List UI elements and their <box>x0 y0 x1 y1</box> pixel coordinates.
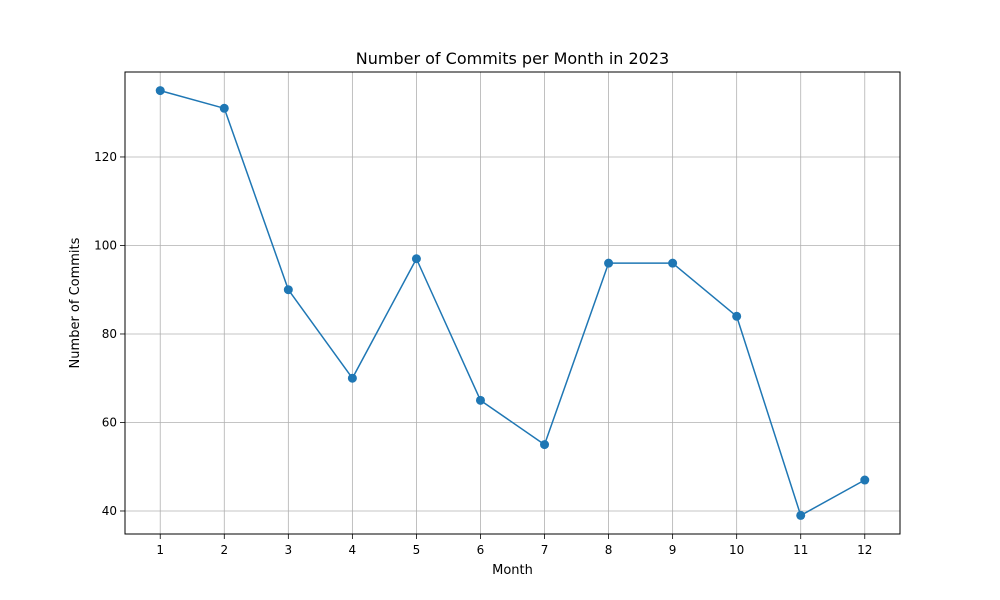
x-tick-label: 6 <box>477 543 485 557</box>
y-tick-label: 120 <box>94 150 117 164</box>
x-tick-label: 11 <box>793 543 808 557</box>
data-point <box>732 311 742 321</box>
grid-lines <box>125 72 900 534</box>
data-point <box>411 254 421 264</box>
data-point <box>796 510 806 520</box>
y-tick-label: 80 <box>102 327 117 341</box>
data-point <box>475 395 485 405</box>
y-tick-label: 40 <box>102 504 117 518</box>
x-tick-label: 7 <box>541 543 549 557</box>
x-tick-label: 10 <box>729 543 744 557</box>
data-point <box>155 86 165 96</box>
x-tick-label: 9 <box>669 543 677 557</box>
y-tick-label: 60 <box>102 415 117 429</box>
y-tick-label: 100 <box>94 238 117 252</box>
data-point <box>540 440 550 450</box>
x-tick-label: 2 <box>220 543 228 557</box>
x-tick-label: 4 <box>349 543 357 557</box>
plot-area-frame <box>124 71 901 535</box>
x-tick-label: 3 <box>285 543 293 557</box>
x-axis-label: Month <box>492 563 533 578</box>
data-point <box>860 475 870 485</box>
data-point <box>219 103 229 113</box>
data-point <box>347 373 357 383</box>
x-tick-label: 8 <box>605 543 613 557</box>
x-tick-label: 12 <box>857 543 872 557</box>
x-tick-label: 5 <box>413 543 421 557</box>
data-point <box>668 258 678 268</box>
data-point <box>283 285 293 295</box>
y-axis-label: Number of Commits <box>68 237 83 368</box>
data-point <box>604 258 614 268</box>
chart-title: Number of Commits per Month in 2023 <box>356 49 669 68</box>
data-series <box>155 86 870 520</box>
x-tick-label: 1 <box>156 543 164 557</box>
series-line <box>160 89 866 517</box>
plot-area-background <box>125 72 900 534</box>
